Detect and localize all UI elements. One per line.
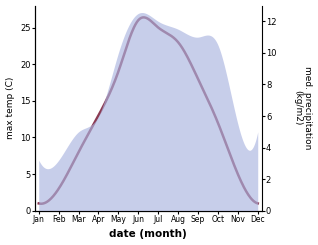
X-axis label: date (month): date (month) [109,230,187,239]
Y-axis label: max temp (C): max temp (C) [5,77,15,139]
Y-axis label: med. precipitation
(kg/m2): med. precipitation (kg/m2) [293,66,313,150]
